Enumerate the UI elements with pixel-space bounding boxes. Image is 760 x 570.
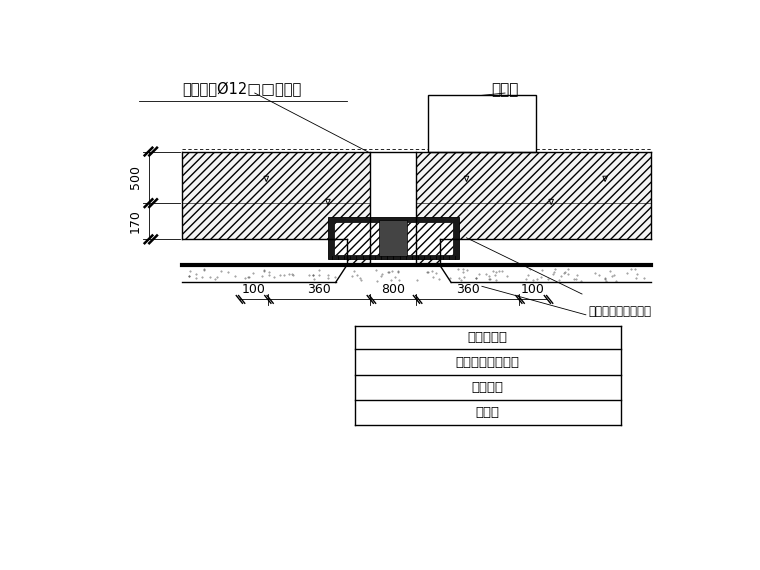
Bar — [334, 222, 453, 255]
Text: 外贴式橡胶止水带: 外贴式橡胶止水带 — [456, 356, 520, 369]
Text: 800: 800 — [382, 283, 405, 296]
Text: 混凝土底板: 混凝土底板 — [467, 331, 508, 344]
Text: 铅丝网: 铅丝网 — [491, 83, 518, 97]
Text: 附加双向Ø12□□型盖筋: 附加双向Ø12□□型盖筋 — [182, 83, 301, 97]
Polygon shape — [416, 152, 651, 264]
Text: 100: 100 — [242, 283, 265, 296]
Text: 500: 500 — [129, 165, 142, 189]
Text: 360: 360 — [307, 283, 331, 296]
Bar — [328, 217, 459, 259]
Text: 360: 360 — [456, 283, 480, 296]
Text: 100: 100 — [521, 283, 545, 296]
Text: 砼垫层: 砼垫层 — [476, 406, 499, 419]
Text: 防水卷材: 防水卷材 — [472, 381, 504, 394]
Text: 170: 170 — [129, 209, 142, 233]
Text: 先浇与底板同标号砼: 先浇与底板同标号砼 — [588, 305, 651, 318]
Bar — [428, 95, 536, 152]
Bar — [379, 220, 407, 256]
Polygon shape — [182, 152, 370, 264]
